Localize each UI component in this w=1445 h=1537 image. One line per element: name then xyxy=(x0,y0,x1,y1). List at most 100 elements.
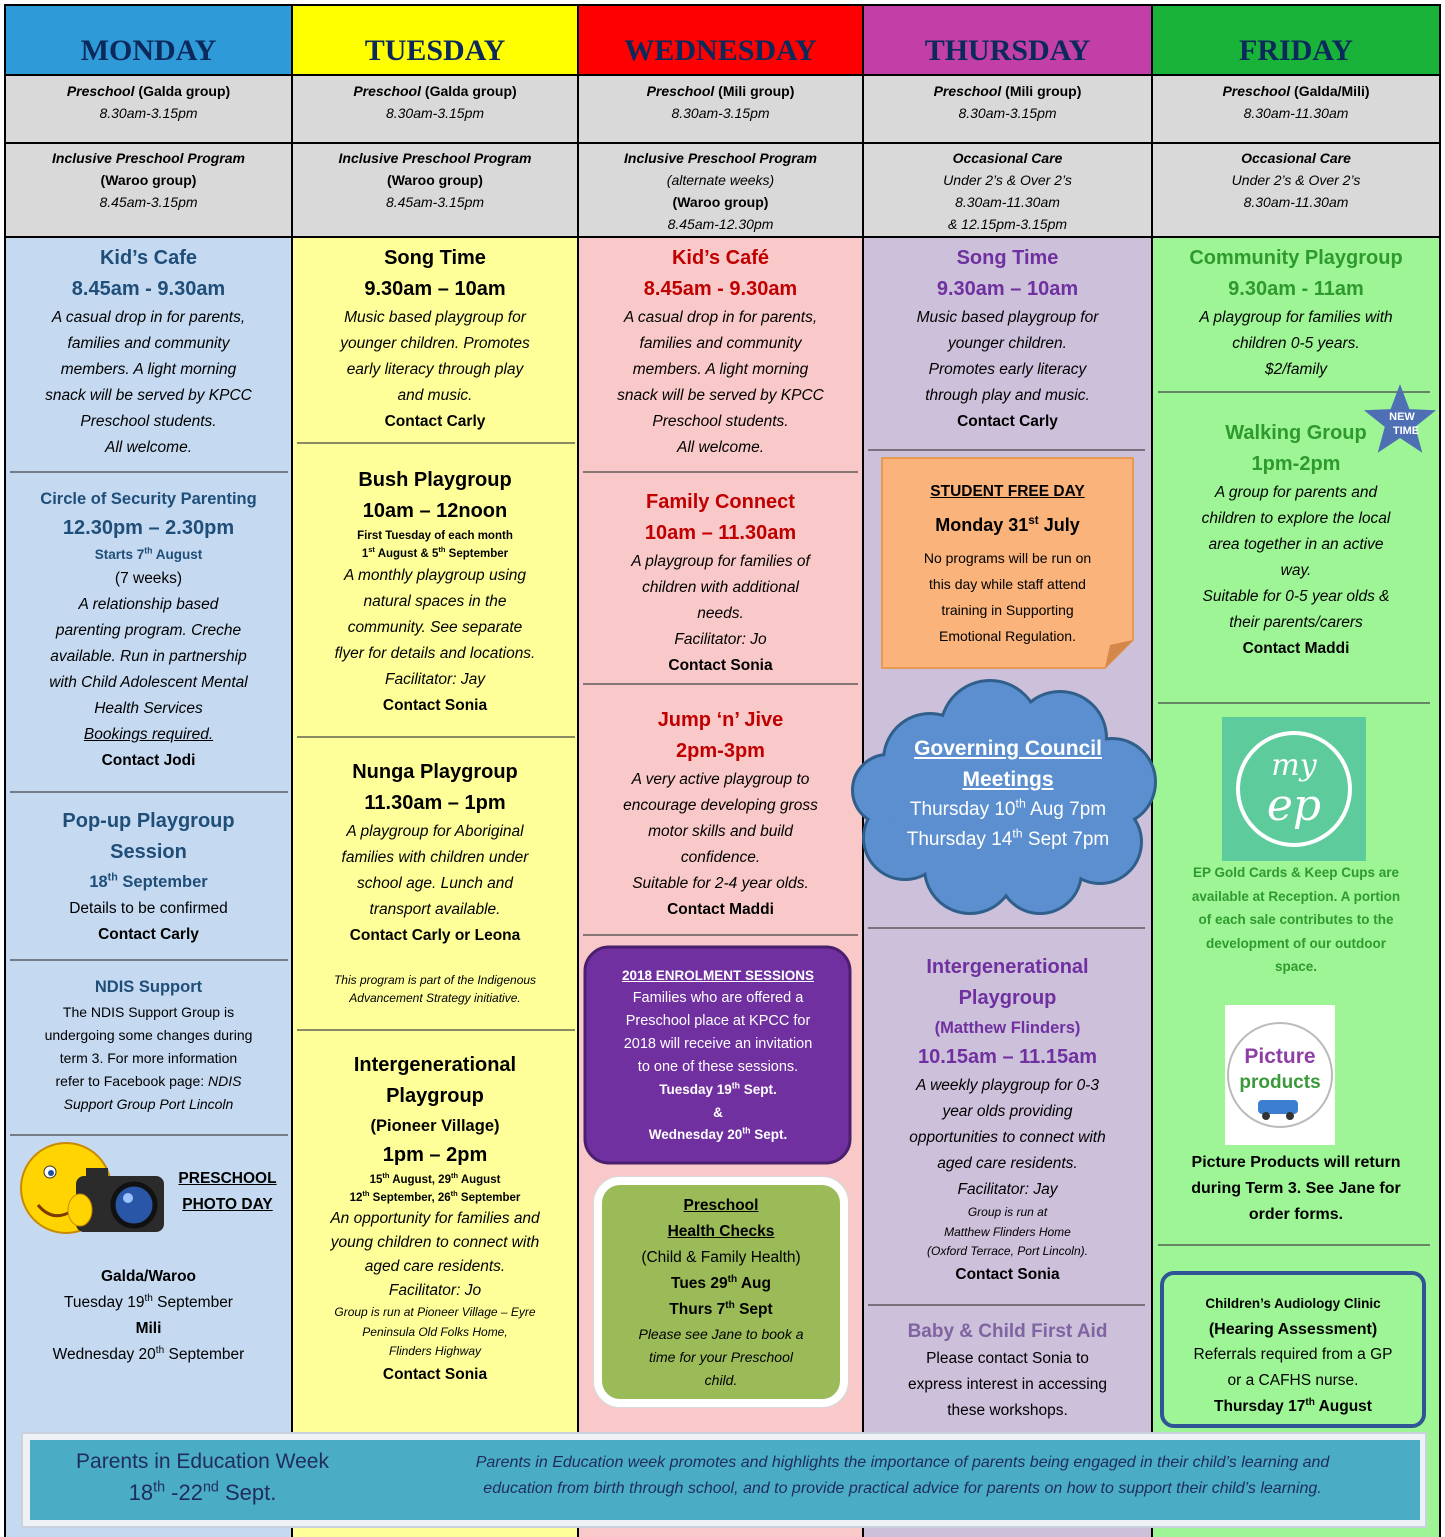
text-line: undergoing some changes during xyxy=(44,1027,253,1043)
text-line: Playgroup xyxy=(386,1085,484,1107)
text-block: Baby & Child First Aid Please contact Son… xyxy=(863,1318,1152,1424)
text-line: 10am – 12noon xyxy=(362,500,508,522)
camera-icon xyxy=(20,1142,164,1234)
text-line: 9.30am - 11am xyxy=(1228,278,1364,300)
text-segment: Preschool xyxy=(646,83,715,99)
tuesday-bg xyxy=(292,237,578,1537)
text-segment: 1 xyxy=(361,548,369,560)
text-line: Facilitator: Jay xyxy=(957,1181,1058,1198)
text-block: Circle of Security Parenting 12.30pm – 2.… xyxy=(5,485,292,774)
text-line: This program is part of the Indigenous xyxy=(333,973,537,987)
text-line: natural spaces in the xyxy=(363,593,507,610)
text-block: Preschool (Mili group) 8.30am-3.15pm xyxy=(863,80,1152,124)
text-line: Facilitator: Jo xyxy=(674,631,767,648)
text-segment: th xyxy=(1305,1396,1315,1408)
text-line: Flinders Highway xyxy=(388,1344,482,1358)
text-line: (Waroo group) xyxy=(387,172,483,188)
text-segment: Wednesday 20 xyxy=(648,1127,743,1142)
text-line: Referrals required from a GP xyxy=(1193,1346,1393,1363)
text-segment: (Galda group) xyxy=(134,83,231,99)
text-line: Contact Jodi xyxy=(101,752,196,769)
text-line: Families who are offered a xyxy=(632,990,804,1006)
text-line: parenting program. Creche xyxy=(55,622,242,639)
text-segment: st xyxy=(368,545,375,555)
text-block: Song Time 9.30am – 10am Music based playgr… xyxy=(292,243,578,435)
text-line: their parents/carers xyxy=(1229,614,1363,631)
text-line: Family Connect xyxy=(646,491,795,513)
text-block: Jump ‘n’ Jive 2pm-3pm A very active playgr… xyxy=(578,705,863,923)
text-line: Baby & Child First Aid xyxy=(907,1321,1108,1342)
text-line: The NDIS Support Group is xyxy=(62,1004,235,1020)
friday-bg xyxy=(1152,237,1440,1537)
text-segment: Monday 31 xyxy=(935,515,1029,535)
text-line: Tuesday 19th September xyxy=(5,1290,292,1316)
text-line: Circle of Security Parenting xyxy=(40,490,257,508)
text-line: with Child Adolescent Mental xyxy=(49,674,248,691)
text-line: Emotional Regulation. xyxy=(939,628,1076,644)
text-line: Kid’s Cafe xyxy=(99,247,198,269)
text-line: Parents in Education week promotes and h… xyxy=(475,1454,1330,1471)
new-star xyxy=(1363,384,1437,453)
text-line: Nunga Playgroup xyxy=(352,761,518,783)
day-name: THURSDAY xyxy=(924,34,1091,67)
text-line: 18th September xyxy=(5,868,292,896)
text-line: Under 2’s & Over 2’s xyxy=(943,172,1072,188)
text-line: Contact Sonia xyxy=(955,1265,1060,1283)
text-segment: Tues 29 xyxy=(671,1275,728,1292)
text-line: Starts 7th August xyxy=(5,544,292,566)
text-line: Playgroup xyxy=(958,987,1057,1009)
text-segment: th xyxy=(731,1080,741,1091)
text-segment: nd xyxy=(202,1479,219,1496)
text-line: Please contact Sonia to xyxy=(926,1350,1089,1367)
text-line: express interest in accessing xyxy=(907,1376,1107,1393)
text-segment: 18 xyxy=(89,873,108,891)
text-segment: September xyxy=(117,873,208,891)
text-block: Governing Council Meetings Thursday 10th A… xyxy=(862,733,1154,855)
text-line: transport available. xyxy=(369,901,501,918)
text-line: Pop-up Playgroup xyxy=(62,810,235,832)
text-line: NDIS Support xyxy=(94,978,203,996)
text-line: way. xyxy=(1280,562,1312,579)
text-line: Advancement Strategy initiative. xyxy=(349,991,521,1005)
text-line: Health Checks xyxy=(667,1223,775,1240)
text-line: All welcome. xyxy=(105,439,192,456)
text-line: (7 weeks) xyxy=(114,570,183,587)
text-line: time for your Preschool xyxy=(649,1349,793,1365)
text-line: these workshops. xyxy=(947,1402,1068,1419)
text-line: encourage developing gross xyxy=(623,797,818,814)
text-block: Pop-up Playgroup Session 18th September Det… xyxy=(5,806,292,948)
text-line: early literacy through play xyxy=(346,361,524,378)
text-line: members. A light morning xyxy=(60,361,237,378)
text-line: area together in an active xyxy=(1208,536,1384,553)
text-line: Thurs 7th Sept xyxy=(600,1297,842,1323)
text-line: members. A light morning xyxy=(632,361,809,378)
text-line: & xyxy=(713,1104,723,1120)
text-line: Tues 29th Aug xyxy=(600,1271,842,1297)
text-segment: September xyxy=(457,1192,521,1204)
text-line: 18th -22nd Sept. xyxy=(30,1477,375,1509)
note-fold xyxy=(1105,640,1133,668)
text-segment: Tuesday 19 xyxy=(64,1294,145,1311)
text-segment: th xyxy=(153,1479,166,1496)
cloud xyxy=(851,679,1157,915)
text-line: (Hearing Assessment) xyxy=(1208,1321,1378,1338)
text-line: Tuesday 19th Sept. xyxy=(588,1079,848,1102)
text-segment: September xyxy=(152,1294,233,1311)
text-line: year olds providing xyxy=(942,1103,1073,1120)
text-segment: September xyxy=(164,1346,245,1363)
text-line: 8.30am-3.15pm xyxy=(385,105,485,121)
text-line: families with children under xyxy=(341,849,529,866)
text-segment: 15 xyxy=(369,1174,383,1186)
text-line: Support Group Port Lincoln xyxy=(63,1096,234,1112)
text-segment: Sept. xyxy=(750,1127,788,1142)
text-line: Group is run at Pioneer Village – Eyre xyxy=(334,1305,536,1319)
text-line: Health Services xyxy=(94,700,203,717)
text-line: PHOTO DAY xyxy=(182,1196,273,1213)
monday-header-bg xyxy=(5,5,292,75)
text-block: NDIS Support The NDIS Support Group is und… xyxy=(5,973,292,1116)
text-line: 1pm-2pm xyxy=(1251,453,1341,475)
text-segment: Preschool xyxy=(353,83,422,99)
text-line: (Waroo group) xyxy=(100,172,197,188)
text-line: during Term 3. See Jane for xyxy=(1191,1180,1401,1197)
